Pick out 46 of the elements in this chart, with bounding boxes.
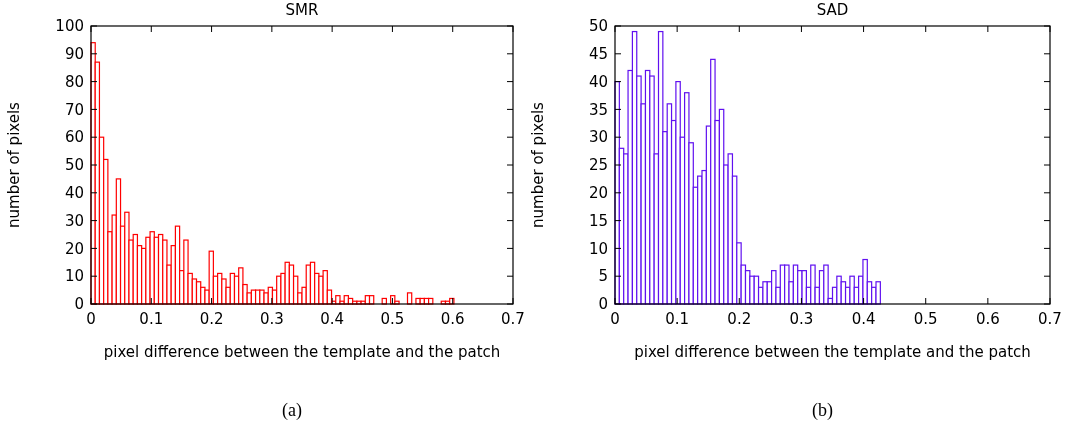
y-tick-label: 50 [64, 156, 84, 175]
x-tick-label: 0.4 [320, 310, 345, 328]
y-tick-label: 5 [598, 267, 608, 286]
x-tick-label: 0 [610, 310, 620, 328]
y-tick-label: 35 [588, 100, 608, 119]
chart-title: SAD [816, 1, 849, 19]
y-tick-label: 0 [598, 295, 608, 314]
x-tick-label: 0.3 [259, 310, 284, 328]
x-tick-label: 0.7 [1038, 310, 1062, 328]
y-tick-label: 10 [588, 239, 608, 258]
y-tick-label: 30 [64, 211, 84, 230]
x-axis-title: pixel difference between the template and the patch [634, 343, 1031, 361]
chart-title: SMR [285, 1, 319, 19]
x-tick-label: 0.1 [665, 310, 690, 328]
x-axis-title: pixel difference between the template and the patch [103, 343, 501, 361]
x-tick-label: 0.2 [199, 310, 224, 328]
y-tick-label: 50 [588, 17, 608, 36]
x-tick-label: 0.5 [913, 310, 938, 328]
x-tick-label: 0.6 [975, 310, 1000, 328]
x-tick-label: 0.7 [501, 310, 525, 328]
y-tick-label: 15 [588, 211, 608, 230]
y-tick-label: 0 [74, 295, 84, 314]
y-tick-label: 30 [588, 128, 608, 147]
text: (b) [812, 400, 833, 421]
y-tick-label: 90 [64, 45, 84, 64]
x-tick-label: 0.5 [380, 310, 405, 328]
y-tick-label: 20 [588, 184, 608, 203]
y-tick-label: 25 [588, 156, 608, 175]
y-tick-label: 100 [55, 17, 84, 36]
y-tick-label: 10 [64, 267, 84, 286]
x-tick-label: 0.4 [851, 310, 876, 328]
y-tick-label: 40 [64, 184, 84, 203]
y-tick-label: 60 [64, 128, 84, 147]
y-tick-label: 20 [64, 239, 84, 258]
y-axis-title: number of pixels [5, 101, 23, 228]
y-tick-label: 70 [64, 100, 84, 119]
x-tick-label: 0.2 [727, 310, 752, 328]
text: (a) [282, 400, 302, 421]
x-tick-label: 0 [86, 310, 96, 328]
y-axis-title: number of pixels [529, 101, 547, 228]
x-tick-label: 0.3 [789, 310, 814, 328]
x-tick-label: 0.6 [440, 310, 465, 328]
y-tick-label: 80 [64, 72, 84, 91]
y-tick-label: 40 [588, 72, 608, 91]
y-tick-label: 45 [588, 45, 608, 64]
x-tick-label: 0.1 [139, 310, 164, 328]
